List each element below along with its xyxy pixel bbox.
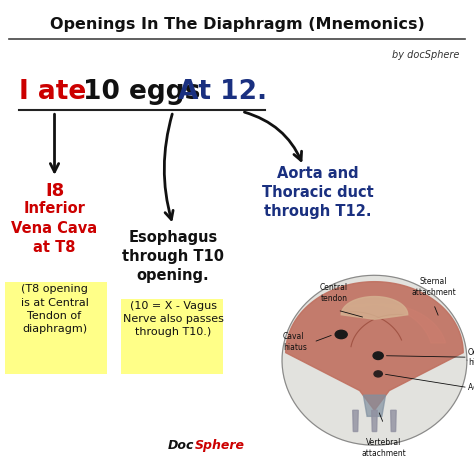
Polygon shape xyxy=(341,297,408,319)
Text: (T8 opening
is at Central
Tendon of
diaphragm): (T8 opening is at Central Tendon of diap… xyxy=(20,284,89,334)
Text: Central
tendon: Central tendon xyxy=(320,283,348,302)
Text: Sphere: Sphere xyxy=(194,439,244,452)
Ellipse shape xyxy=(374,371,383,377)
Text: (10 = X - Vagus
Nerve also passes
through T10.): (10 = X - Vagus Nerve also passes throug… xyxy=(123,301,223,337)
Text: 10 eggs: 10 eggs xyxy=(83,80,210,105)
Polygon shape xyxy=(372,410,377,431)
Ellipse shape xyxy=(335,330,347,338)
Text: I ate: I ate xyxy=(19,80,95,105)
Polygon shape xyxy=(364,395,385,416)
Text: by docSphere: by docSphere xyxy=(392,50,460,60)
Text: At 12.: At 12. xyxy=(178,80,267,105)
Polygon shape xyxy=(353,410,358,431)
Text: I8: I8 xyxy=(45,182,64,201)
Polygon shape xyxy=(391,410,396,431)
Text: Esophagus
through T10
opening.: Esophagus through T10 opening. xyxy=(122,230,224,283)
Text: Sternal
attachment: Sternal attachment xyxy=(411,277,456,297)
Text: Inferior
Vena Cava
at T8: Inferior Vena Cava at T8 xyxy=(11,201,98,255)
Text: Oesophageal
hiatus: Oesophageal hiatus xyxy=(468,347,474,367)
Text: Openings In The Diaphragm (Mnemonics): Openings In The Diaphragm (Mnemonics) xyxy=(50,17,424,32)
Text: Doc: Doc xyxy=(168,439,194,452)
FancyBboxPatch shape xyxy=(121,299,223,374)
FancyBboxPatch shape xyxy=(5,282,107,374)
Text: Caval
hiatus: Caval hiatus xyxy=(283,332,307,352)
Text: Aorta and
Thoracic duct
through T12.: Aorta and Thoracic duct through T12. xyxy=(262,166,374,219)
Text: Aortic hiatus: Aortic hiatus xyxy=(468,383,474,392)
Text: Vertebral
attachment: Vertebral attachment xyxy=(361,438,406,458)
Polygon shape xyxy=(282,275,467,445)
Ellipse shape xyxy=(373,352,383,359)
Polygon shape xyxy=(286,282,463,410)
